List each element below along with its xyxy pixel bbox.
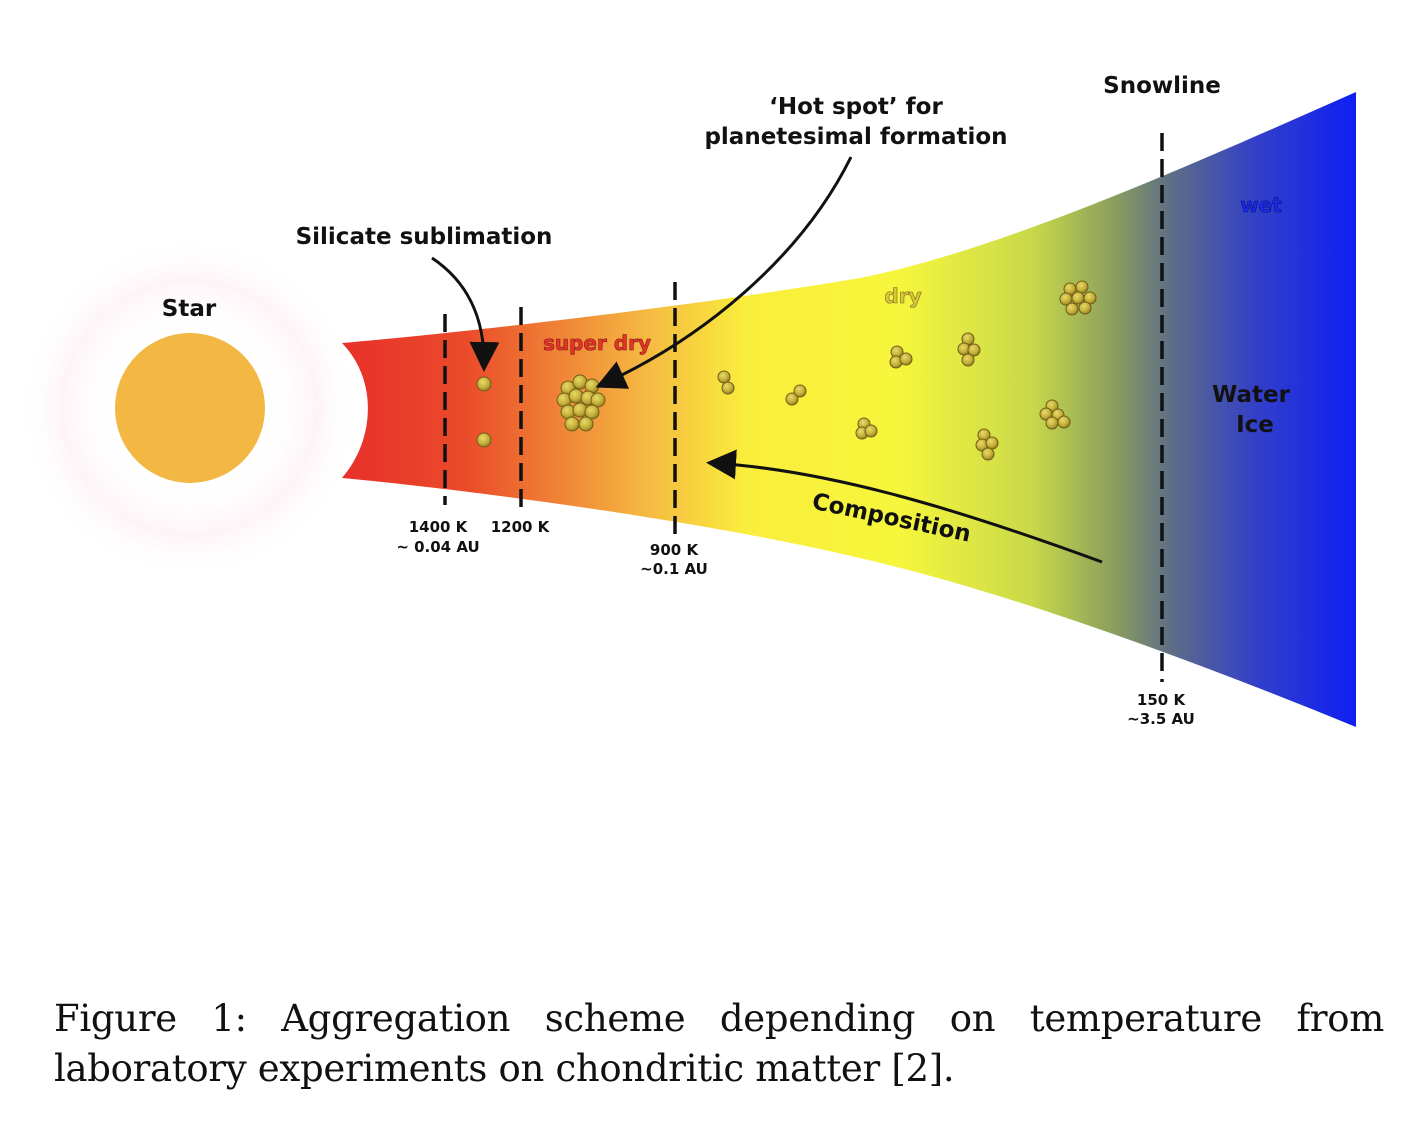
dust-grains — [476, 280, 1097, 461]
star-label: Star — [162, 296, 217, 322]
zone-dry-label: dry — [884, 284, 921, 308]
composition-arrow — [706, 449, 1103, 564]
single-grain — [476, 376, 492, 392]
planetesimal-cluster — [556, 374, 606, 432]
hotspot-label-line1: ‘Hot spot’ for — [769, 94, 943, 120]
temp-150k: 150 K — [1137, 691, 1187, 709]
star-icon — [115, 333, 265, 483]
dist-0-04au: ~ 0.04 AU — [396, 538, 479, 556]
zone-wet-label: wet — [1240, 193, 1282, 217]
aggregate-cluster — [1059, 280, 1097, 316]
aggregate-cluster — [957, 332, 981, 367]
aggregate-triple — [855, 417, 878, 440]
water-ice-label-line2: Ice — [1236, 412, 1274, 438]
temp-1400k: 1400 K — [409, 518, 469, 536]
snowline-label: Snowline — [1103, 73, 1221, 99]
silicate-arrow — [431, 256, 500, 372]
temp-900k: 900 K — [650, 541, 700, 559]
aggregate-cluster — [975, 428, 999, 461]
zone-super-dry-label: super dry — [543, 331, 651, 355]
temp-1200k: 1200 K — [491, 518, 551, 536]
single-grain — [476, 432, 492, 448]
protoplanetary-disk — [342, 92, 1356, 727]
water-ice-label-line1: Water — [1212, 382, 1291, 408]
aggregate-pair — [785, 384, 807, 406]
hotspot-label-line2: planetesimal formation — [704, 124, 1007, 150]
aggregate-triple — [889, 345, 913, 369]
aggregate-cluster — [1039, 399, 1071, 430]
temperature-lines — [443, 133, 1164, 682]
silicate-label: Silicate sublimation — [296, 224, 553, 250]
dist-3-5au: ~3.5 AU — [1127, 710, 1195, 728]
aggregate-pair — [717, 370, 735, 395]
dist-0-1au: ~0.1 AU — [640, 560, 708, 578]
hotspot-arrow — [595, 156, 853, 389]
figure-caption: Figure 1: Aggregation scheme depending o… — [54, 997, 1384, 1090]
